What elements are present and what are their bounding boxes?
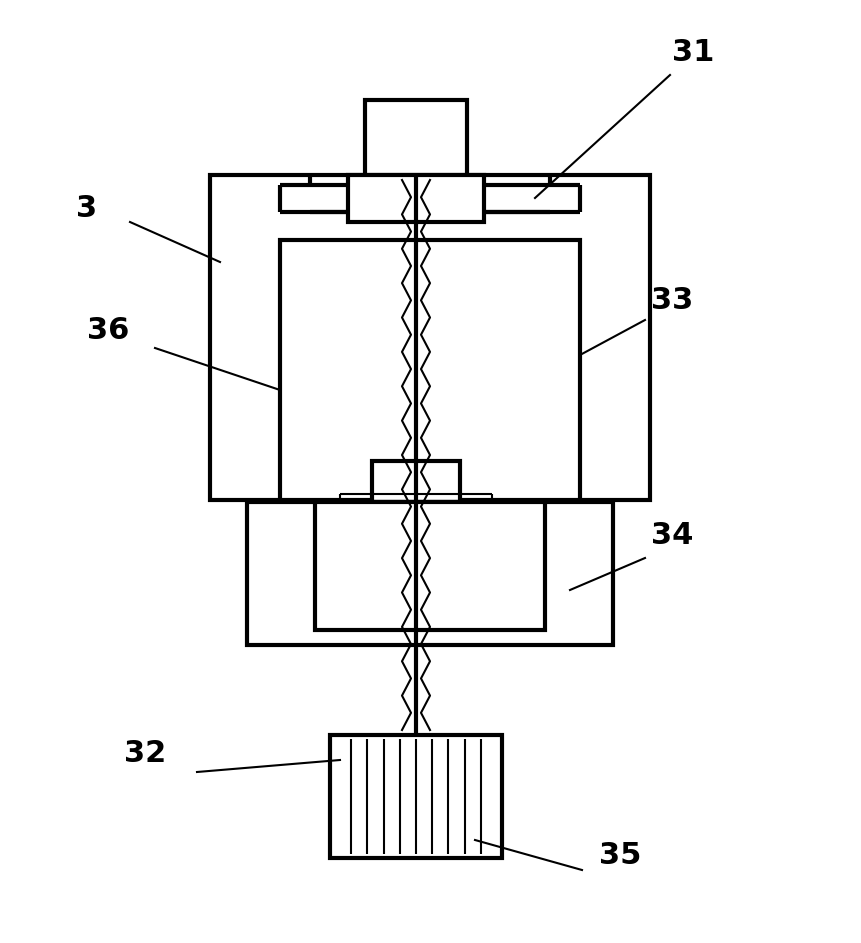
Bar: [247, 502, 612, 645]
Bar: [348, 175, 483, 222]
Bar: [372, 461, 460, 502]
Text: 36: 36: [87, 316, 129, 344]
Bar: [280, 240, 579, 500]
Bar: [314, 502, 544, 630]
Text: 34: 34: [650, 521, 692, 550]
Bar: [330, 735, 501, 858]
Text: 32: 32: [124, 738, 166, 768]
Text: 33: 33: [650, 286, 692, 315]
Bar: [364, 100, 467, 175]
Text: 35: 35: [598, 840, 641, 869]
Bar: [210, 175, 649, 500]
Text: 31: 31: [671, 38, 714, 67]
Text: 3: 3: [77, 193, 97, 223]
